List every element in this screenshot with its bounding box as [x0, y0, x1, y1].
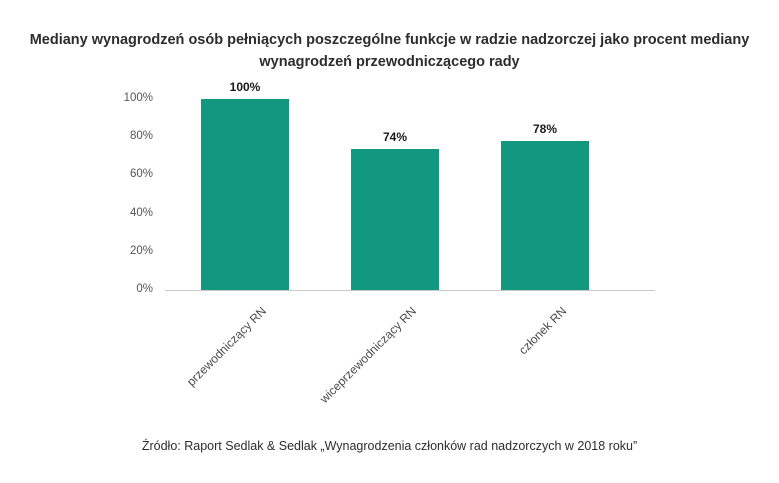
source-caption: Źródło: Raport Sedlak & Sedlak „Wynagrod… — [141, 439, 638, 453]
y-axis-tick-label: 60% — [129, 168, 153, 181]
y-axis-tick-label: 0% — [136, 283, 153, 295]
plot-area: 0% 20% 40% 60% 80% 100% 100% przewodniczący RN 7… — [124, 80, 655, 406]
bar-value-label: 78% — [532, 122, 558, 137]
bar — [351, 148, 439, 290]
y-axis-tick-label: 80% — [129, 130, 153, 143]
x-axis-category-label: przewodniczący RN — [184, 304, 269, 389]
bar — [201, 99, 289, 290]
x-axis-category-label: członek RN — [515, 304, 569, 358]
bar — [501, 141, 589, 290]
chart-title: Mediany wynagrodzeń osób pełniących posz… — [29, 32, 750, 70]
bar-value-label: 74% — [382, 129, 408, 144]
y-axis-tick-label: 100% — [123, 92, 153, 104]
y-axis-tick-label: 20% — [129, 244, 153, 257]
bar-value-label: 100% — [229, 80, 261, 94]
x-axis-category-label: wiceprzewodniczący RN — [317, 304, 419, 406]
y-axis-tick-label: 40% — [129, 206, 153, 219]
